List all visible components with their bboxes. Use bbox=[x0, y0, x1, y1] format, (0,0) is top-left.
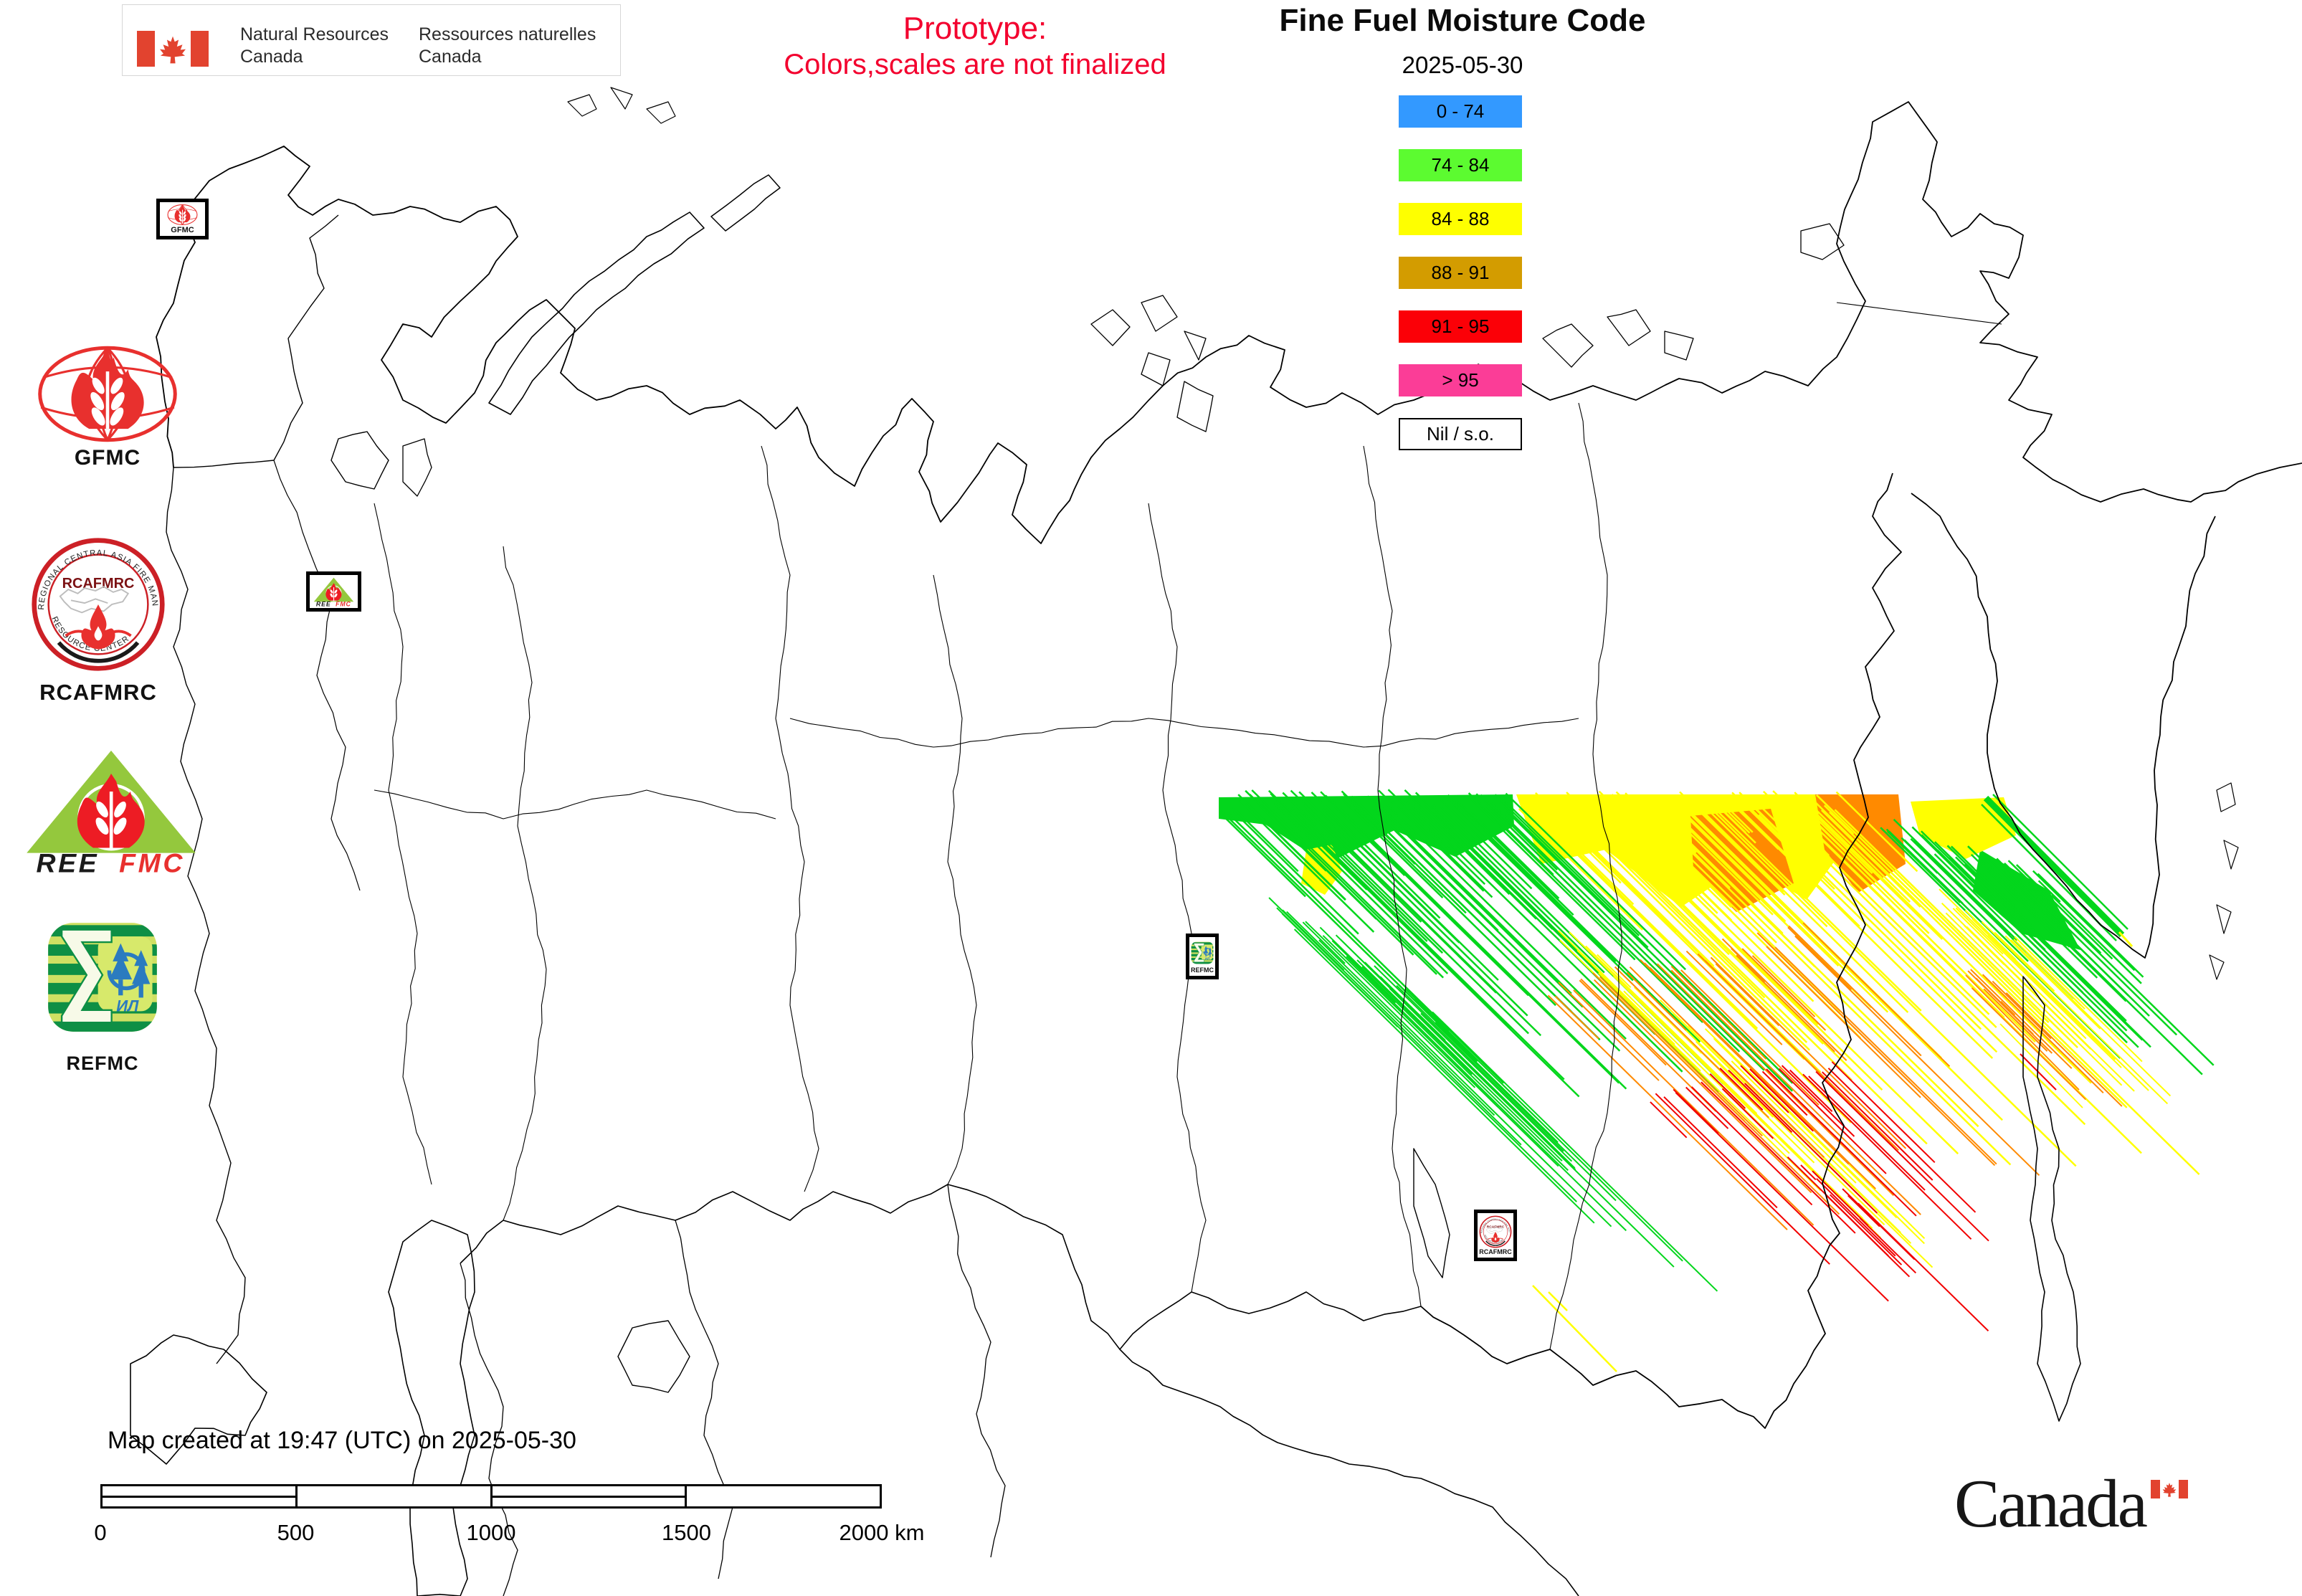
legend-item: Nil / s.o. bbox=[1399, 418, 1522, 450]
refmc-sidebar-label: REFMC bbox=[66, 1053, 139, 1074]
refmc-marker-label: REFMC bbox=[1191, 966, 1214, 974]
scale-segment bbox=[687, 1486, 880, 1506]
rcafmrc-marker-label: RCAFMRC bbox=[1479, 1248, 1512, 1255]
canada-flag-icon bbox=[137, 31, 209, 67]
created-timestamp: Map created at 19:47 (UTC) on 2025-05-30 bbox=[108, 1427, 576, 1454]
canada-wordmark-text: Canada bbox=[1954, 1466, 2148, 1542]
reefmc-map-marker bbox=[306, 571, 361, 612]
scale-tick-label: 1500 bbox=[662, 1520, 711, 1545]
gfmc-icon bbox=[161, 204, 204, 226]
rcafmrc-sidebar-logo bbox=[30, 536, 166, 673]
gfmc-marker-label: GFMC bbox=[171, 226, 194, 234]
legend-item: > 95 bbox=[1399, 364, 1522, 396]
scale-tick-label: 500 bbox=[277, 1520, 315, 1545]
nrcan-fr-line1: Ressources naturelles bbox=[419, 24, 596, 44]
reefmc-icon bbox=[311, 576, 356, 607]
refmc-icon bbox=[1191, 939, 1214, 966]
legend-item: 74 - 84 bbox=[1399, 149, 1522, 181]
nrcan-en-line2: Canada bbox=[240, 47, 303, 67]
nrcan-signature: Natural Resources Canada Ressources natu… bbox=[122, 4, 621, 76]
scale-tick-label: 2000 km bbox=[839, 1520, 925, 1545]
page-title: Fine Fuel Moisture Code bbox=[1279, 3, 1646, 38]
scale-tick-label: 0 bbox=[94, 1520, 107, 1545]
nrcan-name-fr: Ressources naturelles Canada bbox=[419, 24, 596, 68]
scale-labels: 0 500 1000 1500 2000 km bbox=[94, 1520, 924, 1549]
legend-item: 0 - 74 bbox=[1399, 95, 1522, 128]
gfmc-sidebar-logo bbox=[36, 343, 179, 445]
nrcan-name-en: Natural Resources Canada bbox=[240, 24, 389, 68]
scale-segment bbox=[492, 1486, 688, 1506]
legend-item: 88 - 91 bbox=[1399, 257, 1522, 289]
legend: 0 - 74 74 - 84 84 - 88 88 - 91 91 - 95 > 95 Ni… bbox=[1399, 95, 1522, 472]
scale-segment bbox=[298, 1486, 493, 1506]
map-date: 2025-05-30 bbox=[1402, 52, 1523, 78]
refmc-map-marker: REFMC bbox=[1186, 934, 1219, 979]
canada-wordmark: Canada bbox=[1954, 1464, 2255, 1550]
coastline-layer bbox=[130, 87, 2302, 1596]
nrcan-fr-line2: Canada bbox=[419, 47, 482, 67]
rcafmrc-map-marker: RCAFMRC bbox=[1474, 1210, 1517, 1261]
scale-bar bbox=[100, 1484, 882, 1509]
gfmc-map-marker: GFMC bbox=[156, 199, 209, 239]
prototype-line1: Prototype: bbox=[903, 11, 1047, 46]
scale-tick-label: 1000 bbox=[466, 1520, 516, 1545]
prototype-warning: Prototype: Colors,scales are not finaliz… bbox=[685, 10, 1265, 82]
reefmc-sidebar-logo bbox=[22, 744, 201, 875]
prototype-line2: Colors,scales are not finalized bbox=[784, 49, 1166, 80]
refmc-sidebar-logo bbox=[46, 921, 159, 1034]
ffmc-data-overlay bbox=[1218, 789, 2215, 1372]
legend-item: 84 - 88 bbox=[1399, 203, 1522, 235]
rcafmrc-sidebar-label: RCAFMRC bbox=[39, 680, 157, 705]
canada-flag-icon bbox=[2151, 1480, 2188, 1498]
rcafmrc-icon bbox=[1479, 1215, 1512, 1248]
gfmc-sidebar-label: GFMC bbox=[74, 446, 141, 470]
scale-segment bbox=[103, 1486, 298, 1506]
legend-item: 91 - 95 bbox=[1399, 310, 1522, 343]
nrcan-en-line1: Natural Resources bbox=[240, 24, 389, 44]
